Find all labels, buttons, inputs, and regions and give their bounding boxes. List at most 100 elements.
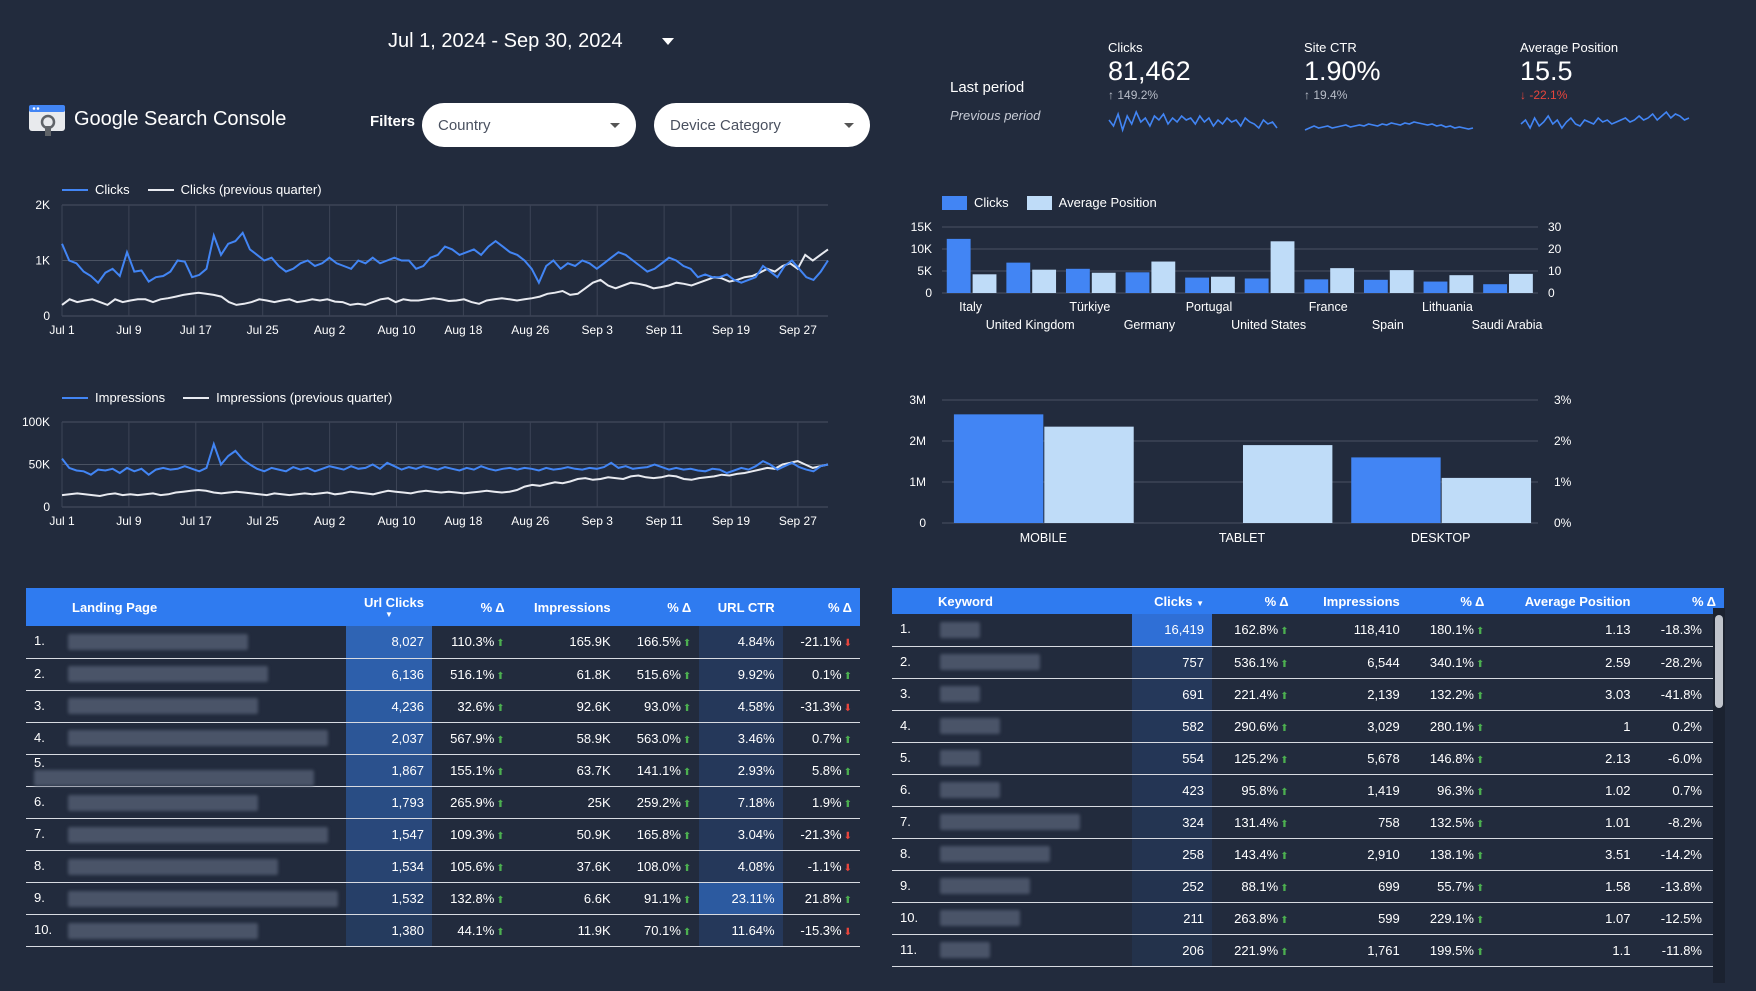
arrow-up-icon: ⬆ <box>843 734 852 746</box>
row-cell-page[interactable]: 5. <box>26 754 346 788</box>
table-row[interactable]: 6. 423 95.8% ⬆ 1,419 96.3% ⬆ 1.02 0.7% <box>892 774 1724 807</box>
table-row[interactable]: 5. 554 125.2% ⬆ 5,678 146.8% ⬆ 2.13 -6.0% <box>892 742 1724 775</box>
row-cell-page[interactable]: 10. <box>26 914 346 948</box>
kpi-clicks: Clicks 81,462 ↑ 149.2% <box>1108 40 1288 136</box>
table-row[interactable]: 11. 206 221.9% ⬆ 1,761 199.5% ⬆ 1.1 -11.8% <box>892 934 1724 967</box>
table-row[interactable]: 4. 582 290.6% ⬆ 3,029 280.1% ⬆ 1 0.2% <box>892 710 1724 743</box>
col-impressions[interactable]: Impressions <box>1296 588 1408 614</box>
arrow-up-icon: ⬆ <box>843 670 852 682</box>
col-average-position[interactable]: Average Position <box>1492 588 1639 614</box>
row-cell-keyword[interactable]: 8. <box>892 838 1132 871</box>
row-cell-impressions: 25K <box>512 786 619 820</box>
arrow-up-icon: ⬆ <box>682 895 692 907</box>
col-impressions-delta[interactable]: % Δ <box>618 588 700 626</box>
row-cell-clicks-delta: 221.4% ⬆ <box>1212 678 1297 711</box>
col-url-ctr[interactable]: URL CTR <box>699 588 783 626</box>
row-cell-keyword[interactable]: 9. <box>892 870 1132 903</box>
row-cell-page[interactable]: 1. <box>26 626 346 659</box>
arrow-down-icon: ⬇ <box>843 638 852 650</box>
category-label: MOBILE <box>1020 531 1067 545</box>
col-clicks-delta[interactable]: % Δ <box>1212 588 1297 614</box>
row-cell-keyword[interactable]: 1. <box>892 614 1132 647</box>
row-cell-page[interactable]: 6. <box>26 786 346 820</box>
row-cell-clicks: 252 <box>1132 870 1212 903</box>
x-tick-label: Sep 19 <box>712 323 750 337</box>
table-row[interactable]: 10. 1,380 44.1% ⬆ 11.9K 70.1% ⬆ 11.64% -15.3% ⬇ <box>26 914 860 948</box>
y-tick-label: 0 <box>43 500 50 514</box>
row-cell-page[interactable]: 4. <box>26 722 346 755</box>
row-cell-keyword[interactable]: 6. <box>892 774 1132 807</box>
col-ctr-delta[interactable]: % Δ <box>782 588 860 626</box>
bar-clicks <box>1244 278 1269 293</box>
table-row[interactable]: 1. 16,419 162.8% ⬆ 118,410 180.1% ⬆ 1.13 -18.3% <box>892 614 1724 647</box>
country-filter[interactable]: Country <box>422 103 636 147</box>
table-row[interactable]: 4. 2,037 567.9% ⬆ 58.9K 563.0% ⬆ 3.46% 0.7% ⬆ <box>26 722 860 755</box>
arrow-up-icon: ⬆ <box>496 734 505 746</box>
y-tick-label: 15K <box>911 220 932 234</box>
sort-desc-icon[interactable]: ▼ <box>1196 598 1204 608</box>
redacted-keyword <box>940 910 1020 927</box>
table-row[interactable]: 9. 252 88.1% ⬆ 699 55.7% ⬆ 1.58 -13.8% <box>892 870 1724 903</box>
row-cell-position: 1 <box>1492 710 1639 743</box>
row-cell-keyword[interactable]: 10. <box>892 902 1132 935</box>
table-scrollbar-thumb[interactable] <box>1715 615 1723 708</box>
row-cell-clicks-delta: 32.6% ⬆ <box>432 690 513 723</box>
row-cell-clicks: 1,547 <box>346 818 432 852</box>
category-label: Saudi Arabia <box>1472 318 1543 332</box>
category-label: Türkiye <box>1069 300 1110 314</box>
table-row[interactable]: 7. 324 131.4% ⬆ 758 132.5% ⬆ 1.01 -8.2% <box>892 806 1724 839</box>
col-landing-page[interactable]: Landing Page <box>26 588 346 626</box>
y-tick-label: 100K <box>22 415 50 429</box>
table-row[interactable]: 9. 1,532 132.8% ⬆ 6.6K 91.1% ⬆ 23.11% 21.8% ⬆ <box>26 882 860 916</box>
row-cell-clicks: 258 <box>1132 838 1212 871</box>
col-position-delta[interactable]: % Δ <box>1638 588 1724 614</box>
table-row[interactable]: 1. 8,027 110.3% ⬆ 165.9K 166.5% ⬆ 4.84% -21.1% ⬇ <box>26 626 860 659</box>
row-cell-position-delta: -41.8% <box>1638 678 1724 711</box>
redacted-url <box>68 666 268 683</box>
table-row[interactable]: 10. 211 263.8% ⬆ 599 229.1% ⬆ 1.07 -12.5% <box>892 902 1724 935</box>
row-cell-impressions-delta: 132.5% ⬆ <box>1407 806 1493 839</box>
arrow-up-icon: ↑ <box>1108 88 1114 102</box>
row-cell-page[interactable]: 9. <box>26 882 346 916</box>
row-cell-ctr: 3.04% <box>699 818 783 852</box>
table-row[interactable]: 6. 1,793 265.9% ⬆ 25K 259.2% ⬆ 7.18% 1.9% ⬆ <box>26 786 860 820</box>
row-cell-page[interactable]: 2. <box>26 658 346 691</box>
series-line <box>61 230 829 286</box>
date-range-caret-icon[interactable] <box>662 38 674 45</box>
bar-average-position <box>1449 275 1474 293</box>
col-clicks-delta[interactable]: % Δ <box>432 588 513 626</box>
row-cell-page[interactable]: 7. <box>26 818 346 852</box>
col-keyword[interactable]: Keyword <box>892 588 1132 614</box>
row-cell-keyword[interactable]: 2. <box>892 646 1132 679</box>
bar-clicks <box>1483 284 1508 293</box>
row-cell-keyword[interactable]: 5. <box>892 742 1132 775</box>
table-row[interactable]: 3. 4,236 32.6% ⬆ 92.6K 93.0% ⬆ 4.58% -31.3% ⬇ <box>26 690 860 723</box>
table-row[interactable]: 8. 258 143.4% ⬆ 2,910 138.1% ⬆ 3.51 -14.2% <box>892 838 1724 871</box>
brand-title: Google Search Console <box>74 107 287 130</box>
table-row[interactable]: 3. 691 221.4% ⬆ 2,139 132.2% ⬆ 3.03 -41.8% <box>892 678 1724 711</box>
row-cell-keyword[interactable]: 4. <box>892 710 1132 743</box>
col-impressions-delta[interactable]: % Δ <box>1407 588 1493 614</box>
row-cell-keyword[interactable]: 7. <box>892 806 1132 839</box>
device-category-filter[interactable]: Device Category <box>654 103 870 147</box>
table-row[interactable]: 2. 6,136 516.1% ⬆ 61.8K 515.6% ⬆ 9.92% 0.1% ⬆ <box>26 658 860 691</box>
sort-desc-icon[interactable]: ▼ <box>385 610 393 619</box>
row-cell-impressions-delta: 141.1% ⬆ <box>618 754 700 788</box>
table-row[interactable]: 8. 1,534 105.6% ⬆ 37.6K 108.0% ⬆ 4.08% -1.1% ⬇ <box>26 850 860 884</box>
date-range[interactable]: Jul 1, 2024 - Sep 30, 2024 <box>388 30 623 52</box>
row-cell-keyword[interactable]: 11. <box>892 934 1132 967</box>
table-row[interactable]: 5. 1,867 155.1% ⬆ 63.7K 141.1% ⬆ 2.93% 5.8% ⬆ <box>26 754 860 788</box>
bar-average-position <box>1509 273 1533 293</box>
arrow-up-icon: ⬆ <box>682 670 692 682</box>
col-url-clicks[interactable]: Url Clicks ▼ <box>346 588 432 626</box>
row-cell-page[interactable]: 8. <box>26 850 346 884</box>
table-row[interactable]: 7. 1,547 109.3% ⬆ 50.9K 165.8% ⬆ 3.04% -21.3% ⬇ <box>26 818 860 852</box>
table-row[interactable]: 2. 757 536.1% ⬆ 6,544 340.1% ⬆ 2.59 -28.2% <box>892 646 1724 679</box>
col-impressions[interactable]: Impressions <box>512 588 619 626</box>
row-cell-page[interactable]: 3. <box>26 690 346 723</box>
col-clicks[interactable]: Clicks ▼ <box>1132 588 1212 614</box>
x-tick-label: Aug 18 <box>444 514 482 528</box>
row-cell-clicks-delta: 131.4% ⬆ <box>1212 806 1297 839</box>
row-cell-keyword[interactable]: 3. <box>892 678 1132 711</box>
redacted-keyword <box>940 622 980 639</box>
